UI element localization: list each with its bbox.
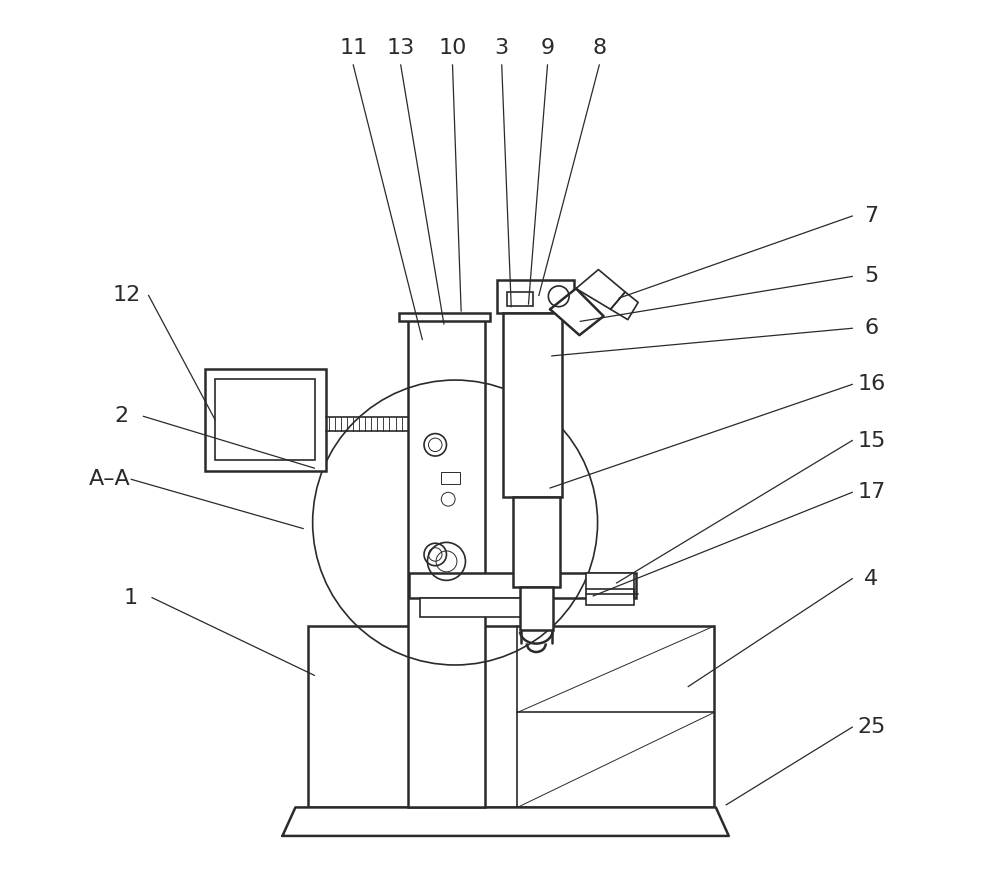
Text: 6: 6 bbox=[864, 318, 878, 338]
Bar bbox=[420, 597, 547, 618]
Text: 1: 1 bbox=[123, 588, 138, 608]
Text: 9: 9 bbox=[540, 38, 555, 57]
Text: 12: 12 bbox=[113, 285, 141, 306]
Bar bbox=[409, 574, 636, 597]
Bar bbox=[507, 292, 533, 306]
Text: 8: 8 bbox=[592, 38, 606, 57]
Bar bbox=[513, 497, 560, 588]
Text: 15: 15 bbox=[857, 431, 885, 450]
Bar bbox=[408, 315, 485, 807]
Text: 17: 17 bbox=[857, 482, 885, 502]
Text: 10: 10 bbox=[438, 38, 467, 57]
Text: 11: 11 bbox=[339, 38, 367, 57]
Text: 4: 4 bbox=[864, 568, 878, 589]
Text: 5: 5 bbox=[864, 266, 878, 286]
Polygon shape bbox=[611, 292, 638, 320]
Text: 16: 16 bbox=[857, 374, 885, 395]
Text: 13: 13 bbox=[387, 38, 415, 57]
Text: 25: 25 bbox=[857, 717, 885, 737]
Bar bbox=[215, 379, 315, 461]
Text: 7: 7 bbox=[864, 206, 878, 226]
Polygon shape bbox=[282, 807, 729, 836]
Polygon shape bbox=[576, 270, 625, 309]
Bar bbox=[205, 369, 326, 470]
Text: A–A: A–A bbox=[89, 470, 131, 489]
Bar bbox=[399, 313, 490, 322]
Bar bbox=[586, 574, 634, 604]
Bar bbox=[503, 313, 562, 497]
Text: 2: 2 bbox=[115, 406, 129, 426]
Bar bbox=[520, 588, 553, 631]
Polygon shape bbox=[550, 289, 604, 335]
Bar bbox=[497, 280, 574, 313]
Bar bbox=[441, 471, 460, 484]
Bar bbox=[308, 626, 714, 807]
Text: 3: 3 bbox=[495, 38, 509, 57]
